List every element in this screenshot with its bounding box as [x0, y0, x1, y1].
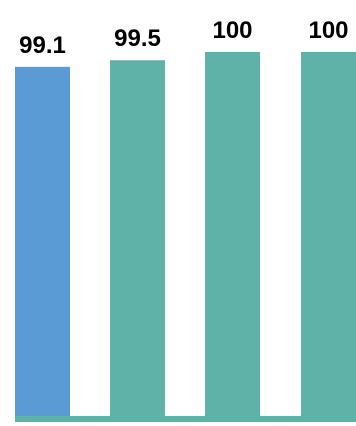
bar-3: [205, 52, 260, 416]
bar-2: [110, 60, 165, 417]
data-label-2: 99.5: [114, 25, 161, 52]
x-axis-baseline: [15, 416, 356, 422]
bar-1: [15, 66, 70, 416]
data-label-4: 100: [308, 17, 348, 44]
data-label-1: 99.1: [19, 32, 66, 59]
bars-layer: [15, 52, 356, 417]
data-labels-layer: 99.1 99.5 100 100: [19, 17, 348, 59]
data-label-3: 100: [212, 17, 252, 44]
bar-4: [301, 52, 356, 416]
